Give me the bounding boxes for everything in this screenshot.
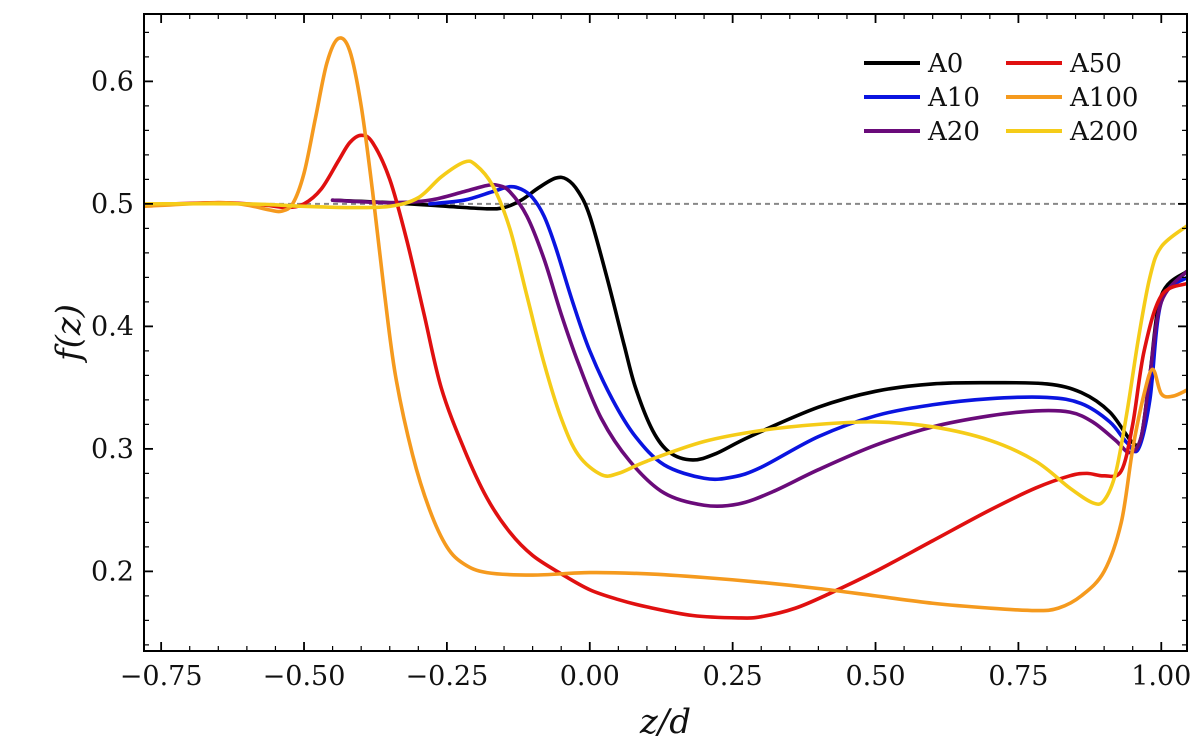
legend-label-a0: A0 xyxy=(927,49,963,79)
x-tick-label: 0.25 xyxy=(703,661,763,692)
legend-label-a50: A50 xyxy=(1069,49,1122,79)
plot-frame xyxy=(143,13,1188,652)
series-line-a50 xyxy=(144,133,1187,620)
series-line-a0 xyxy=(330,175,1187,462)
y-tick-label: 0.2 xyxy=(91,556,134,587)
legend: A0 A10 A20 A50 A100 A200 xyxy=(864,49,1138,147)
series-line-a100 xyxy=(144,36,1187,613)
x-tick-label: −0.25 xyxy=(406,661,489,692)
x-tick-label: 0.50 xyxy=(845,661,905,692)
series-line-a20 xyxy=(330,182,1187,509)
legend-label-a100: A100 xyxy=(1069,83,1138,113)
series-line-a10 xyxy=(427,184,1187,482)
legend-label-a200: A200 xyxy=(1069,117,1138,147)
legend-label-a10: A10 xyxy=(927,83,980,113)
series-line-a200 xyxy=(144,159,1187,506)
y-tick-label: 0.6 xyxy=(91,66,134,97)
y-axis-label: f(z) xyxy=(49,304,89,364)
y-tick-label: 0.5 xyxy=(91,189,134,220)
x-tick-label: 0.00 xyxy=(560,661,620,692)
legend-label-a20: A20 xyxy=(927,117,980,147)
x-tick-label: −0.75 xyxy=(120,661,203,692)
y-tick-label: 0.3 xyxy=(91,434,134,465)
x-tick-label: 1.00 xyxy=(1131,661,1191,692)
x-tick-label: −0.50 xyxy=(263,661,346,692)
x-tick-label: 0.75 xyxy=(988,661,1048,692)
y-tick-label: 0.4 xyxy=(91,311,134,342)
x-axis-label: z/d xyxy=(639,702,691,741)
